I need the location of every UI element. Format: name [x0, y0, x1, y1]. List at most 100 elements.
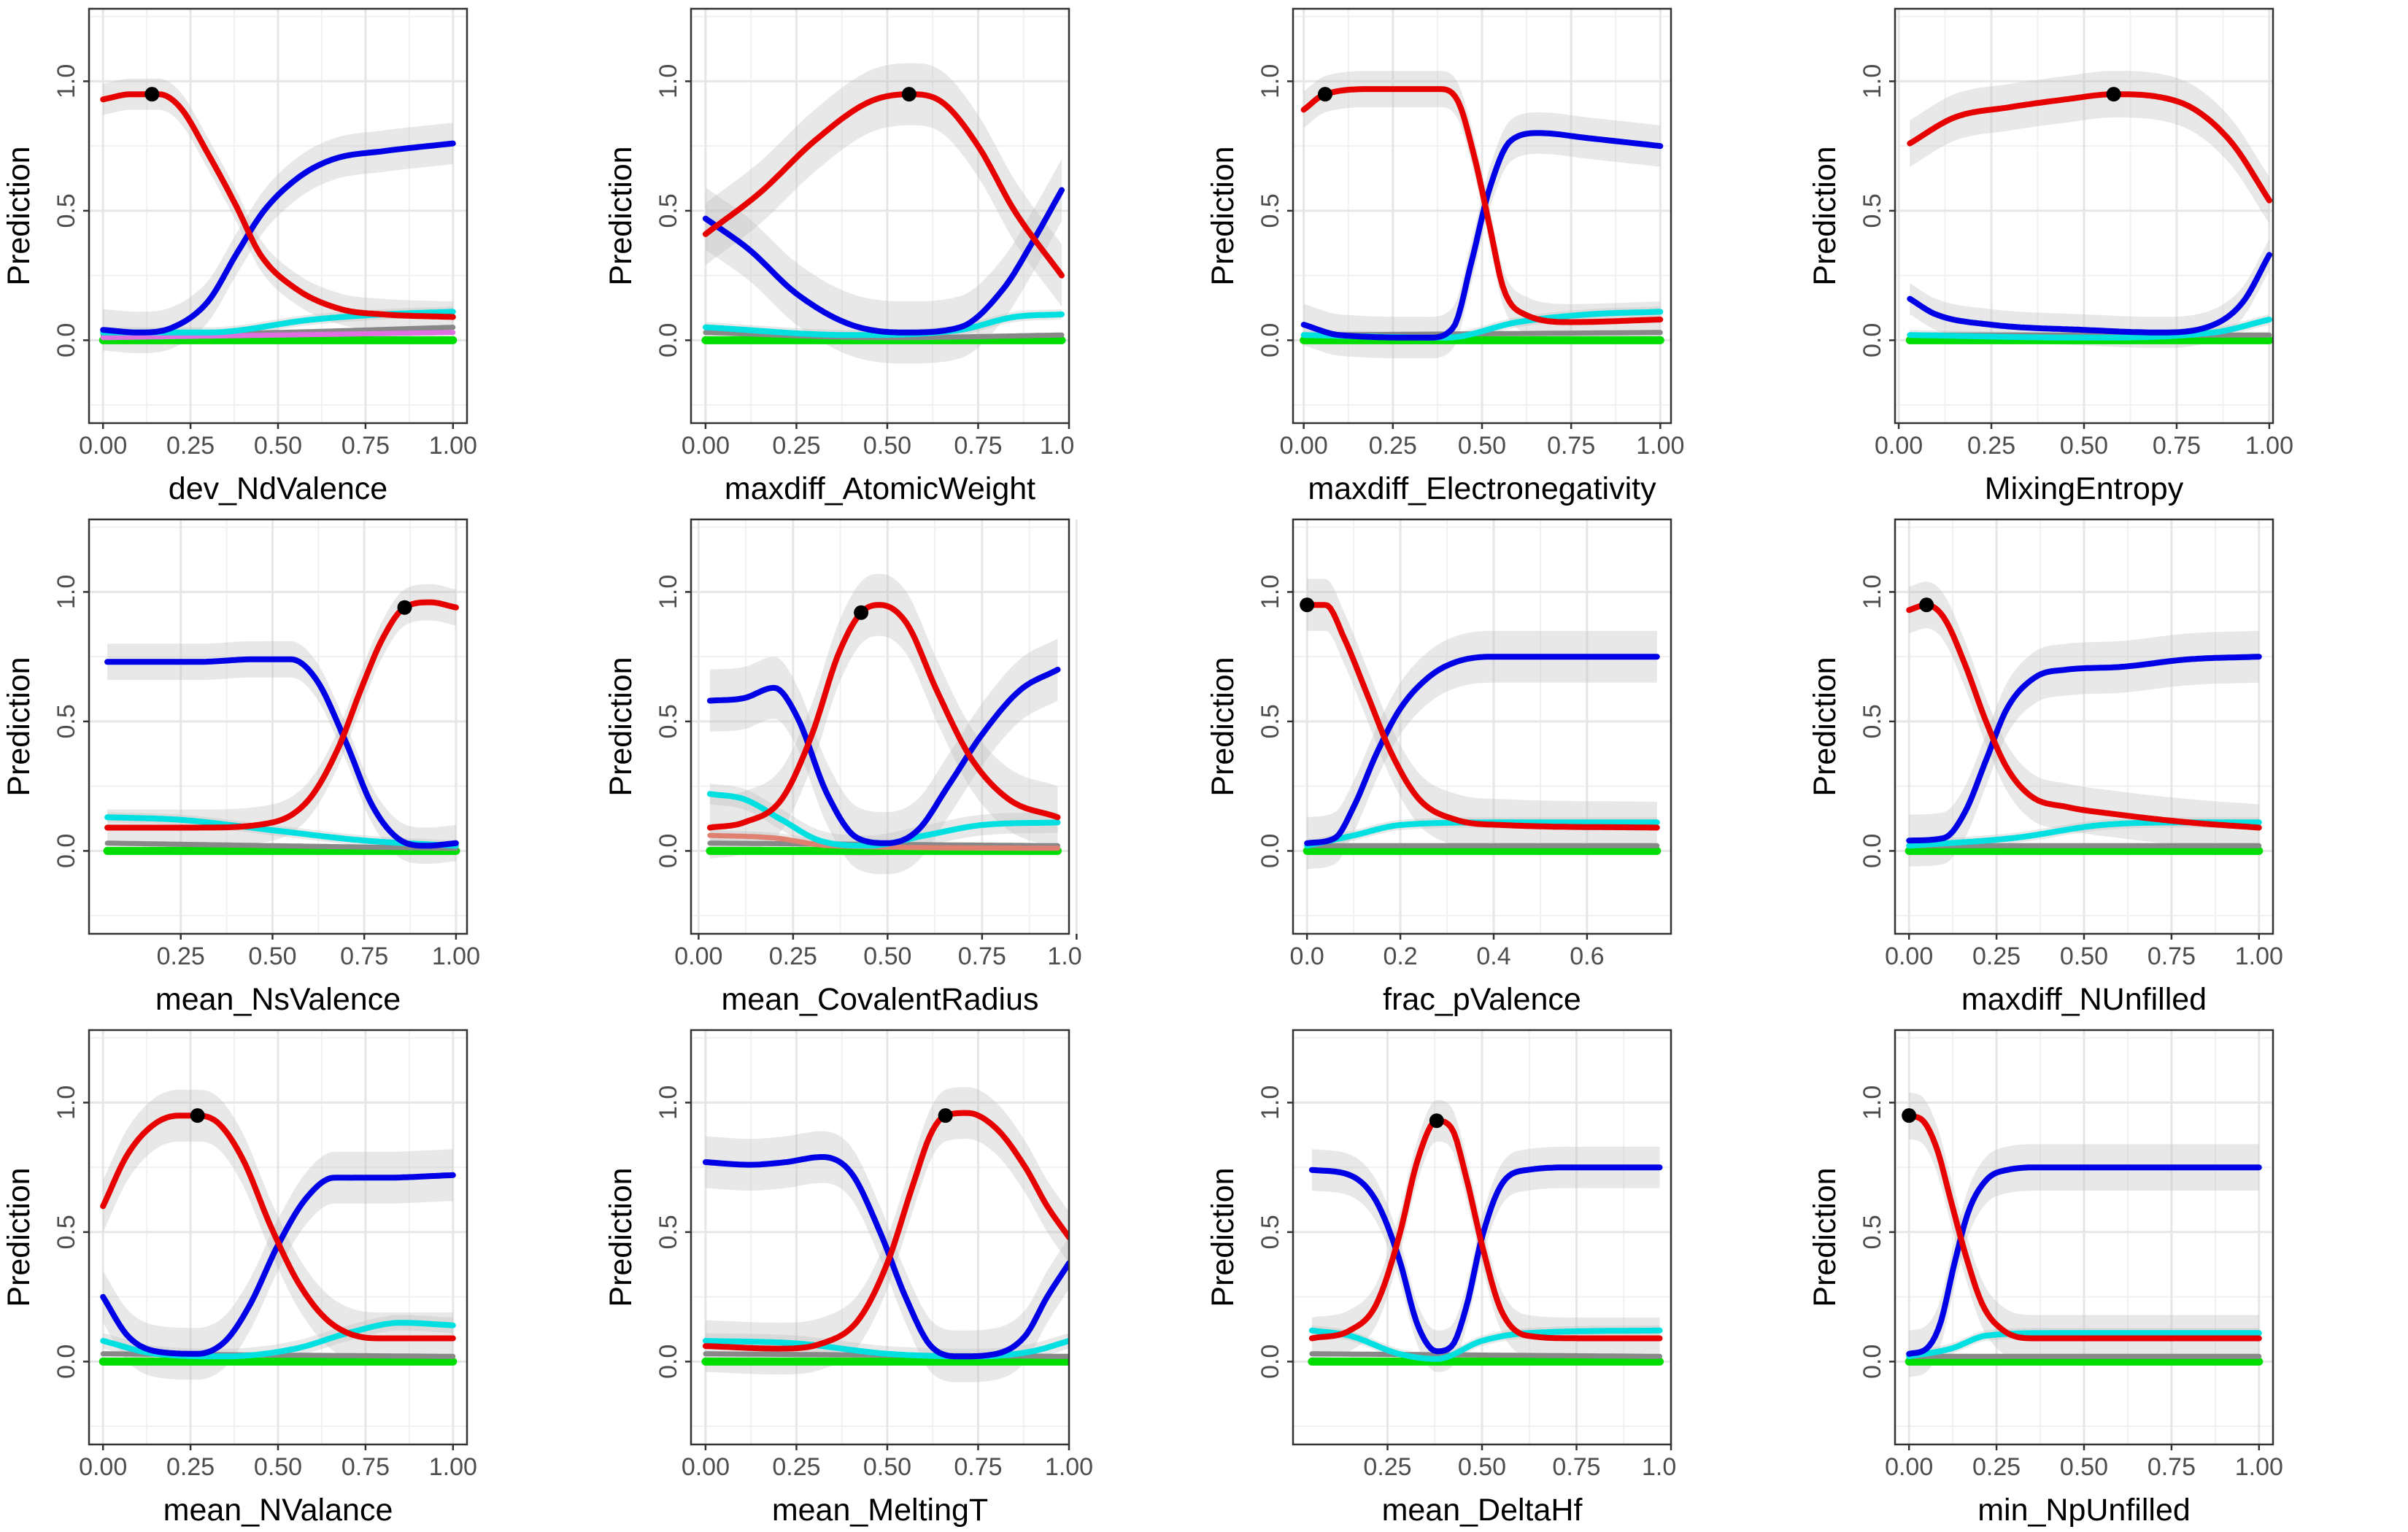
chart-panel-10: 0.00 0.25 0.50 0.75 1.00 0.0 0.5 1.0 mean_Meltin… [603, 1029, 1093, 1528]
x-tick-label: 0.00 [674, 943, 722, 970]
optimum-point [1902, 1108, 1917, 1123]
x-tick-label: 0.75 [340, 943, 388, 970]
y-tick-label: 0.5 [655, 1215, 682, 1249]
x-axis-title: mean_CovalentRadius [721, 982, 1038, 1017]
x-tick-label: 0.50 [2060, 432, 2108, 460]
x-axis-title: mean_DeltaHf [1382, 1493, 1583, 1528]
x-tick-label: 1.00 [429, 432, 477, 460]
y-tick-label: 0.0 [655, 1345, 682, 1379]
ribbon-red [705, 63, 1062, 307]
panel-background [1293, 519, 1671, 934]
series-line-red [702, 91, 1065, 279]
series-line-blue [1906, 1164, 2262, 1357]
chart-panel-6: 0.00 0.25 0.50 0.75 1.0 0.0 0.5 1.0 mean_Covalen… [603, 518, 1082, 1017]
series-line-blue [1308, 1164, 1663, 1355]
x-tick-label: 0.75 [954, 432, 1002, 460]
x-tick-label: 0.75 [1552, 1453, 1600, 1481]
y-tick-label: 0.0 [53, 1345, 80, 1379]
optimum-point [1429, 1113, 1444, 1129]
x-axis-title: MixingEntropy [1985, 471, 2184, 506]
x-tick-label: 0.25 [157, 943, 205, 970]
ribbon-red [103, 78, 453, 333]
x-axis-title: dev_NdValence [169, 471, 387, 506]
panel-border [690, 7, 1070, 425]
y-tick-label: 1.0 [53, 64, 80, 98]
chart-panel-11: 0.25 0.50 0.75 1.0 0.0 0.5 1.0 mean_DeltaHf Pred… [1205, 1029, 1676, 1528]
series-line-red [100, 91, 456, 320]
x-tick-label: 0.75 [341, 1453, 390, 1481]
series-line-red [1906, 602, 2262, 831]
y-axis-title: Prediction [603, 146, 638, 285]
optimum-point [901, 87, 916, 102]
series-line-gray [1309, 1351, 1662, 1359]
y-tick-label: 0.0 [655, 323, 682, 357]
series-line-blue [1304, 654, 1660, 846]
y-tick-label: 0.0 [53, 323, 80, 357]
x-tick-label: 0.50 [248, 943, 296, 970]
plot-area [99, 1089, 458, 1380]
x-tick-label: 0.00 [79, 1453, 127, 1481]
x-tick-label: 0.50 [2060, 1453, 2108, 1481]
x-tick-label: 0.0 [1290, 943, 1324, 970]
chart-panel-4: 0.00 0.25 0.50 0.75 1.00 0.0 0.5 1.0 MixingEntro… [1807, 7, 2293, 506]
series-line-cyan [702, 1338, 1069, 1360]
series-line-cyan [702, 311, 1065, 338]
plot-area [706, 573, 1062, 875]
y-tick-label: 0.0 [655, 834, 682, 868]
plot-area [103, 584, 460, 864]
series-line-blue [1300, 130, 1664, 341]
y-tick-label: 1.0 [1859, 1086, 1886, 1120]
series-line-cyan [104, 814, 459, 849]
y-tick-label: 1.0 [655, 64, 682, 98]
plot-area [701, 1087, 1069, 1382]
plot-area [1300, 71, 1664, 359]
plot-area [1300, 579, 1662, 870]
panel-border [1292, 518, 1672, 935]
x-tick-label: 0.25 [769, 943, 817, 970]
x-tick-label: 0.25 [1369, 432, 1417, 460]
series-line-magenta [100, 330, 456, 341]
y-axis-title: Prediction [1, 657, 36, 796]
x-tick-label: 1.0 [1642, 1453, 1676, 1481]
ribbon-blue [103, 1149, 453, 1380]
plot-area [1905, 581, 2264, 867]
series-line-red [706, 602, 1061, 831]
panel-border [690, 1029, 1070, 1446]
ribbon-blue [705, 158, 1062, 364]
chart-panel-9: 0.00 0.25 0.50 0.75 1.00 0.0 0.5 1.0 mean_NValan… [1, 1029, 477, 1528]
series-line-red [702, 1110, 1069, 1352]
x-tick-label: 1.00 [2235, 943, 2283, 970]
x-tick-label: 0.00 [682, 432, 730, 460]
series-line-blue [702, 1154, 1069, 1360]
x-tick-label: 0.6 [1570, 943, 1604, 970]
x-tick-label: 0.00 [1280, 432, 1328, 460]
y-tick-label: 0.5 [53, 1215, 80, 1249]
x-tick-label: 0.00 [1885, 1453, 1933, 1481]
series-line-red [1304, 602, 1660, 831]
y-tick-label: 1.0 [655, 575, 682, 609]
x-tick-label: 0.25 [772, 1453, 820, 1481]
x-tick-label: 0.25 [772, 432, 820, 460]
chart-panel-5: 0.25 0.50 0.75 1.00 0.0 0.5 1.0 mean_NsValence P… [1, 518, 480, 1017]
x-tick-label: 0.50 [863, 943, 911, 970]
series-line-blue [1907, 252, 2272, 336]
y-tick-label: 0.5 [1859, 1215, 1886, 1249]
y-tick-label: 1.0 [1859, 64, 1886, 98]
optimum-point [1300, 597, 1315, 613]
ribbon-blue [1303, 112, 1661, 359]
x-tick-label: 0.75 [954, 1453, 1002, 1481]
y-axis-title: Prediction [1, 146, 36, 285]
y-tick-label: 0.0 [1859, 1345, 1886, 1379]
optimum-point [1919, 597, 1934, 613]
x-tick-label: 1.0 [1040, 432, 1074, 460]
plot-area [1905, 71, 2273, 348]
x-tick-label: 0.00 [1885, 943, 1933, 970]
optimum-point [938, 1108, 953, 1123]
y-tick-label: 0.5 [1257, 1215, 1284, 1249]
x-tick-label: 0.25 [1363, 1453, 1411, 1481]
optimum-point [2106, 87, 2121, 102]
series-line-blue [104, 656, 459, 849]
x-tick-label: 0.75 [2147, 1453, 2196, 1481]
ribbon-blue [107, 641, 456, 864]
y-tick-label: 0.0 [1257, 1345, 1284, 1379]
